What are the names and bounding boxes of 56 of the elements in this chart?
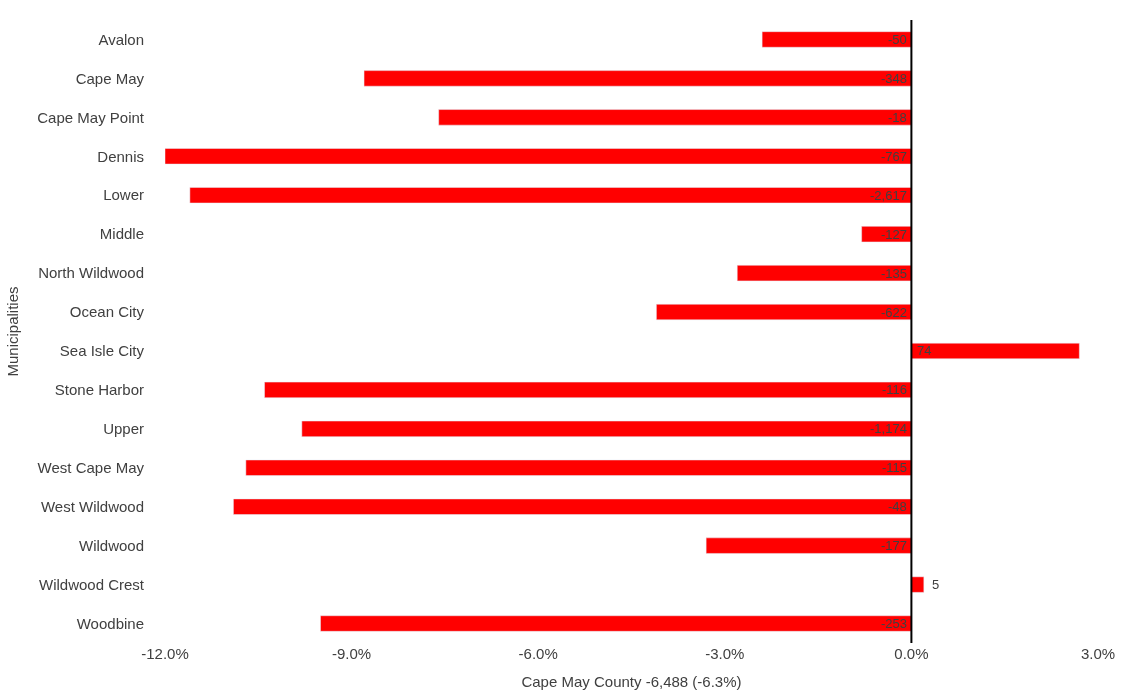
y-tick-label: Stone Harbor: [54, 381, 144, 399]
y-tick-label: Middle: [99, 225, 144, 243]
y-tick-label: Wildwood Crest: [38, 575, 145, 593]
y-tick-label: North Wildwood: [38, 264, 144, 282]
annotation: -48: [888, 499, 907, 514]
x-axis-title: Cape May County -6,488 (-6.3%): [521, 673, 742, 690]
annotation: -18: [888, 110, 907, 125]
annotation: -115: [882, 460, 908, 475]
bar: [264, 381, 912, 398]
bar: [438, 109, 912, 126]
y-tick-label: Cape May: [75, 69, 145, 87]
annotation: -50: [888, 32, 907, 47]
annotation: -348: [881, 71, 908, 86]
y-tick-label: Woodbine: [76, 614, 144, 632]
annotation: -2,617: [870, 188, 907, 203]
bar: [189, 187, 912, 204]
annotation: -253: [881, 616, 908, 631]
x-tick-label: -12.0%: [141, 645, 189, 662]
annotation: -127: [881, 227, 908, 242]
annotation: -767: [881, 149, 908, 164]
y-tick-label: Sea Isle City: [59, 342, 145, 360]
annotation: -135: [881, 266, 908, 281]
bar: [736, 265, 912, 282]
y-tick-label: West Wildwood: [40, 497, 144, 515]
x-tick-label: -6.0%: [518, 645, 558, 662]
x-tick-label: -9.0%: [332, 645, 372, 662]
bar: [233, 498, 912, 515]
y-axis-title: Municipalities: [3, 286, 21, 377]
annotation: 74: [917, 343, 932, 358]
bar: [165, 148, 912, 165]
y-tick-label: Avalon: [98, 30, 144, 48]
annotation: -1,174: [870, 421, 907, 436]
bar: [320, 615, 912, 632]
bar: [861, 226, 912, 243]
bar: [911, 342, 1080, 360]
x-tick-label: 3.0%: [1080, 645, 1116, 662]
bar: [911, 576, 925, 593]
bar: [761, 31, 912, 48]
bar: [245, 459, 912, 476]
y-tick-label: Ocean City: [69, 303, 145, 321]
bar: [301, 420, 912, 437]
bar: [363, 70, 912, 87]
annotation: 5: [932, 577, 940, 592]
y-tick-label: Wildwood: [78, 536, 144, 554]
y-tick-label: Cape May Point: [37, 108, 145, 126]
y-tick-label: Dennis: [97, 147, 144, 165]
x-tick-label: -3.0%: [705, 645, 745, 662]
annotation: -622: [881, 305, 908, 320]
bar: [656, 303, 912, 321]
y-tick-label: West Cape May: [37, 459, 145, 477]
y-tick-label: Upper: [103, 420, 144, 438]
y-tick-label: Lower: [103, 186, 144, 204]
annotation: -116: [882, 382, 908, 397]
bar: [705, 537, 912, 554]
annotation: -177: [881, 538, 908, 553]
x-tick-label: 0.0%: [894, 645, 929, 662]
